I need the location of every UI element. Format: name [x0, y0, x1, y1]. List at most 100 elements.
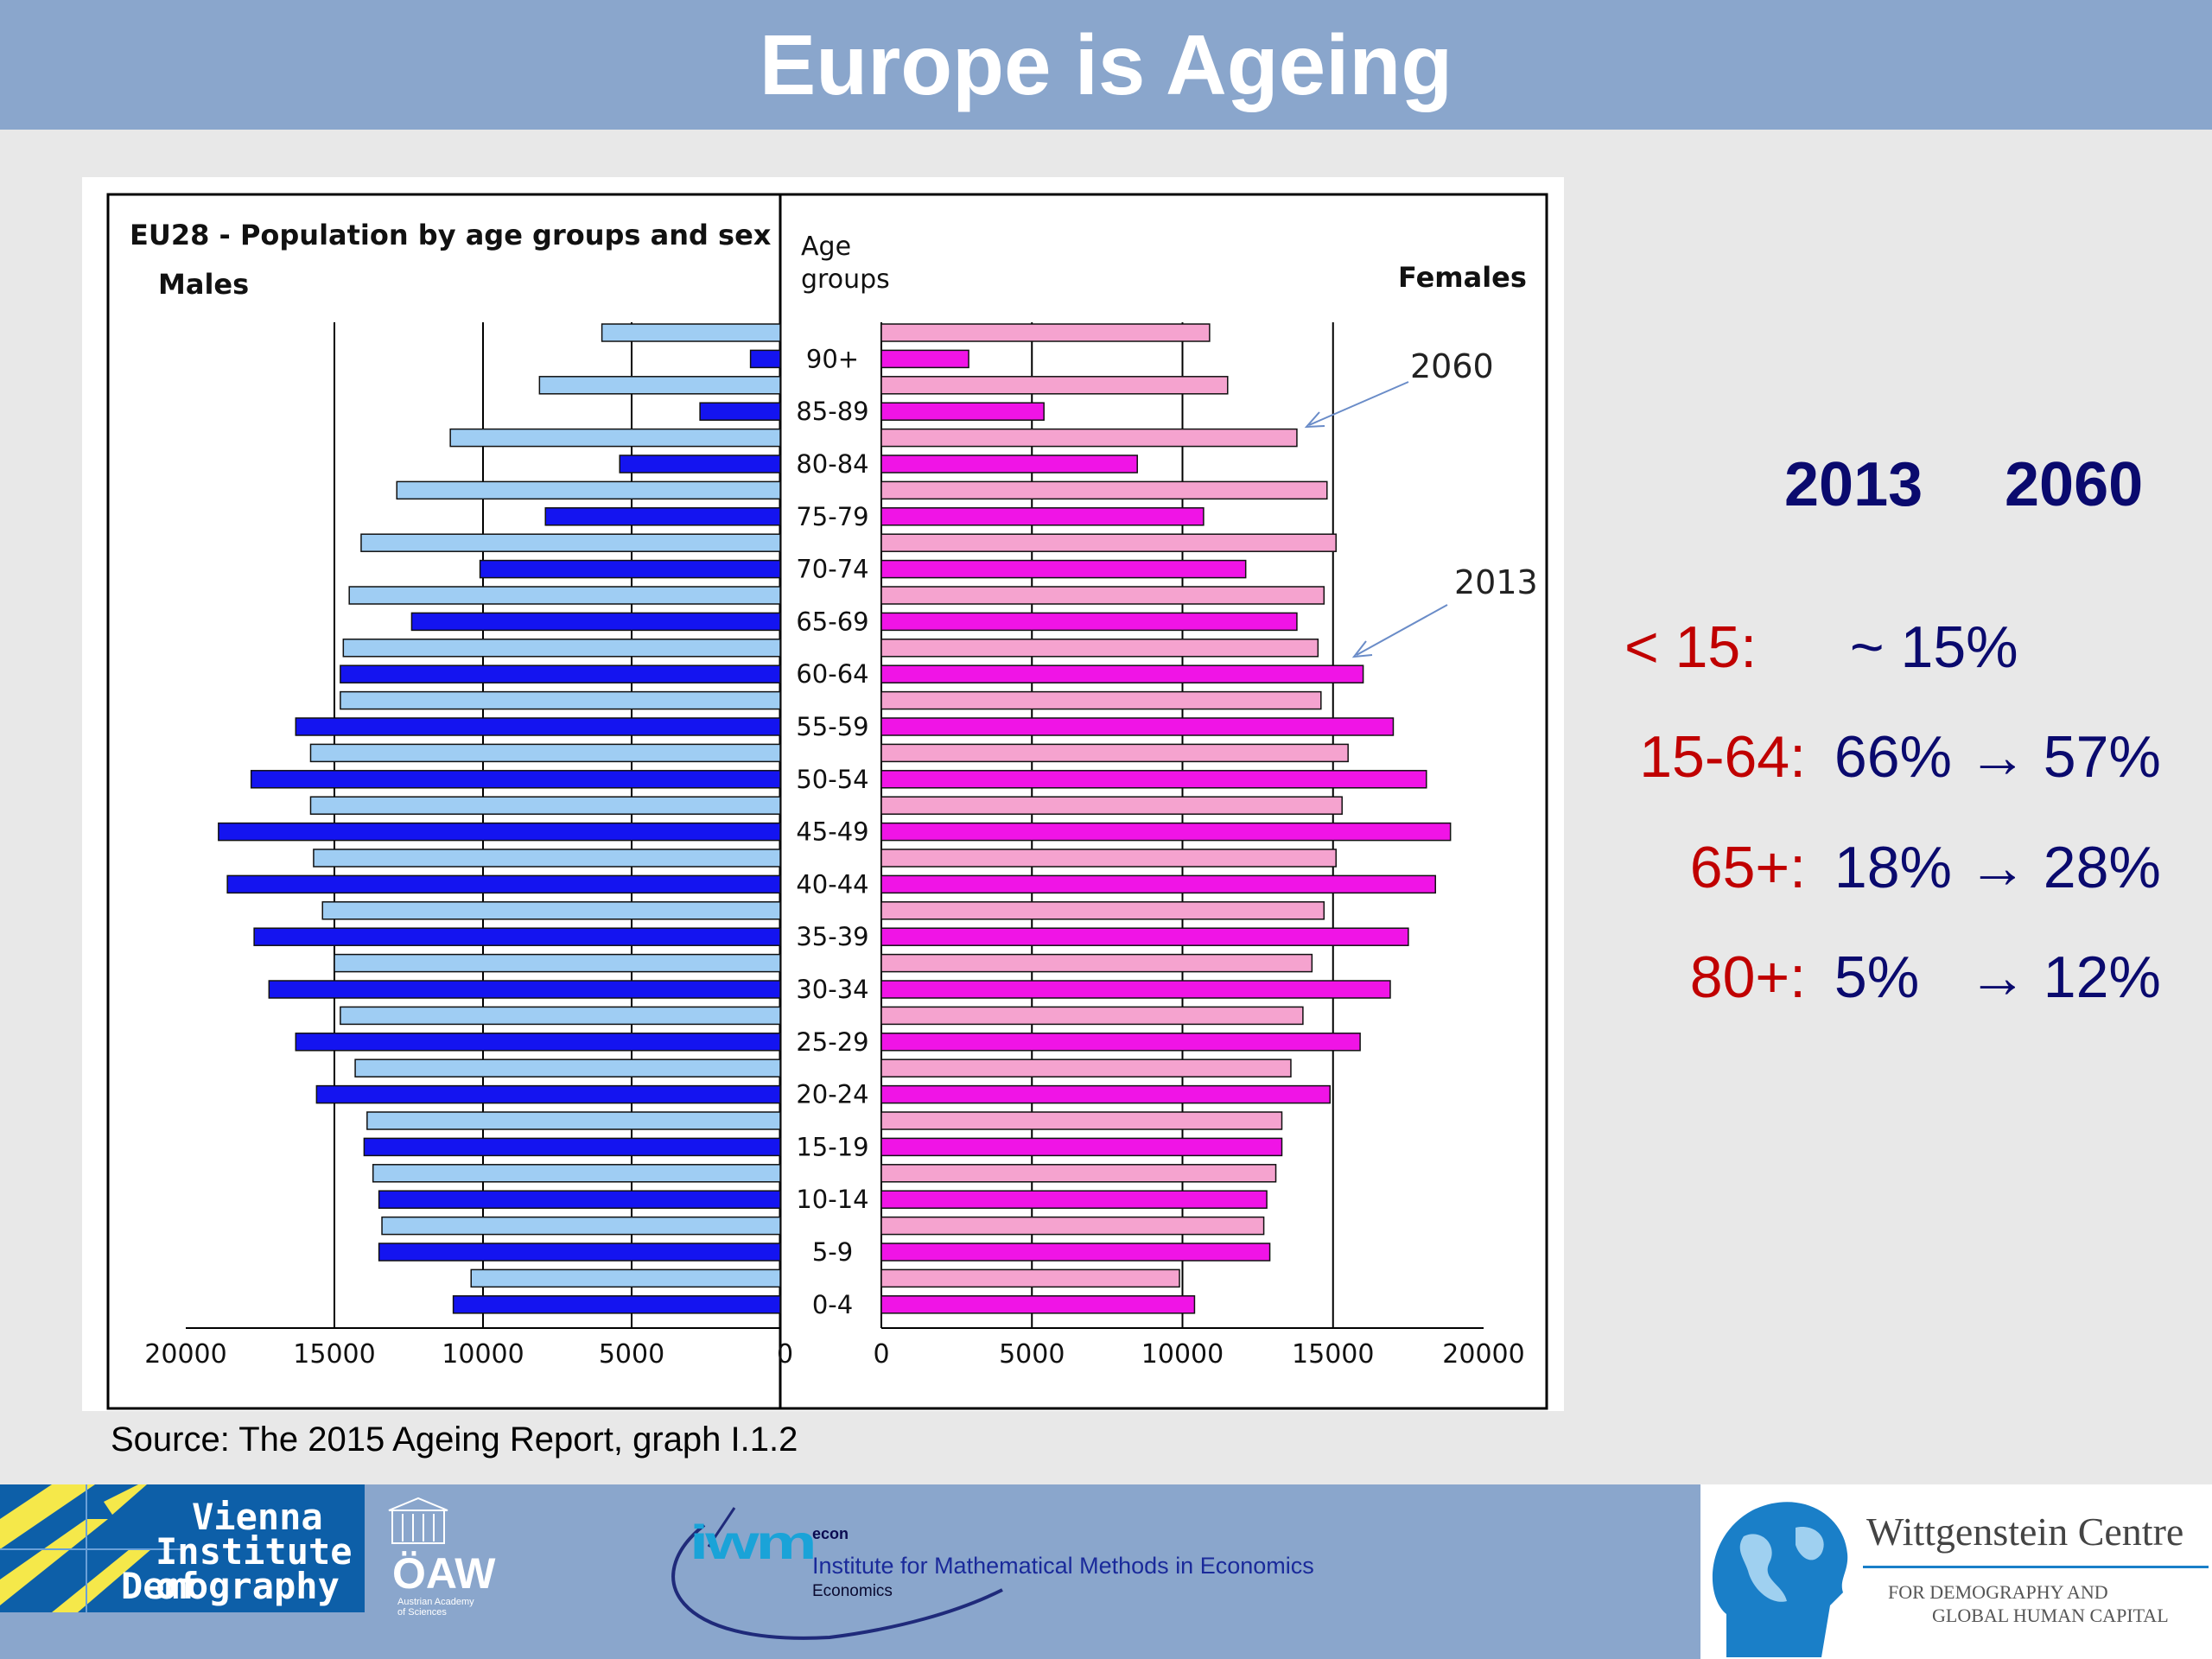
iwm-subtitle: Economics [812, 1582, 893, 1600]
stats-panel: 2013 2060 < 15: ~ 15% 15-64: 66% → 57% 6… [1624, 449, 2177, 1020]
bar-female-2013 [880, 874, 1436, 894]
annotation-2060-arrowhead [1304, 411, 1325, 429]
vid-line-1: Vienna [192, 1496, 323, 1538]
male-tick-label: 10000 [442, 1339, 524, 1370]
bar-female-2013 [880, 1033, 1361, 1052]
bar-female-2013 [880, 1295, 1196, 1314]
bar-female-2060 [880, 1111, 1283, 1130]
bar-female-2060 [880, 639, 1319, 658]
bar-female-2013 [880, 927, 1409, 946]
oaw-logo: ÖAW Austrian Academy of Sciences [380, 1495, 510, 1624]
bar-female-2060 [880, 1058, 1292, 1077]
bar-male-2013 [226, 874, 781, 894]
title-bar [0, 0, 2212, 130]
bar-female-2013 [880, 770, 1427, 789]
age-group-label: 30-34 [796, 975, 868, 1004]
bar-male-2060 [366, 1111, 781, 1130]
stat-row-under-15: < 15: ~ 15% [1624, 613, 2177, 681]
age-group-label: 45-49 [796, 817, 868, 847]
bar-male-2013 [479, 559, 781, 579]
age-group-label: 65-69 [796, 607, 868, 636]
bar-male-2060 [348, 586, 781, 605]
bar-male-2013 [253, 927, 781, 946]
bar-female-2060 [880, 849, 1337, 868]
academy-building-icon [388, 1497, 448, 1544]
age-group-label: 85-89 [796, 397, 868, 426]
oaw-subtitle: Austrian Academy of Sciences [397, 1597, 474, 1618]
age-group-label: 5-9 [812, 1237, 853, 1267]
bar-male-2060 [360, 533, 781, 552]
age-group-label: 40-44 [796, 869, 868, 899]
wittgenstein-centre-logo: Wittgenstein Centre FOR DEMOGRAPHY AND G… [1700, 1484, 2212, 1659]
stat-label: 65+: [1689, 835, 1806, 900]
females-label: Females [1398, 261, 1527, 294]
bar-male-2060 [340, 1006, 781, 1026]
annotation-2013-arrow [1356, 604, 1448, 656]
age-group-label: 55-59 [796, 712, 868, 741]
bar-female-2060 [880, 533, 1337, 552]
female-tick-label: 15000 [1292, 1339, 1374, 1370]
bar-male-2060 [396, 480, 781, 500]
bar-female-2013 [880, 1243, 1271, 1262]
wc-sub-2: GLOBAL HUMAN CAPITAL [1932, 1605, 2169, 1626]
age-group-label: 15-19 [796, 1132, 868, 1161]
bar-female-2013 [880, 822, 1452, 842]
bar-female-2060 [880, 428, 1298, 448]
bar-male-2060 [470, 1268, 781, 1288]
bar-female-2060 [880, 901, 1325, 920]
population-pyramid-chart: 20000 15000 10000 5000 0 0 5000 10000 15000 20000… [82, 177, 1564, 1411]
stat-label: 80+: [1689, 944, 1806, 1010]
age-group-label: 25-29 [796, 1027, 868, 1057]
bar-female-2013 [880, 1190, 1268, 1209]
stat-row-15-64: 15-64: 66% → 57% [1624, 723, 2177, 791]
male-tick-label: 5000 [599, 1339, 664, 1370]
stat-value: ~ 15% [1849, 614, 2018, 680]
stat-value: 66% → 57% [1834, 724, 2161, 790]
stat-row-80-plus: 80+: 5% → 12% [1624, 944, 2177, 1011]
bar-female-2060 [880, 743, 1349, 763]
annotation-2060-arrow [1308, 381, 1409, 426]
bar-female-2060 [880, 1006, 1304, 1026]
bar-female-2060 [880, 586, 1325, 605]
bar-female-2060 [880, 323, 1211, 342]
female-tick-label: 20000 [1442, 1339, 1524, 1370]
annotation-2013: 2013 [1454, 563, 1538, 601]
vid-line-2: Institute of [156, 1530, 353, 1607]
age-group-label: 0-4 [812, 1290, 853, 1319]
age-group-label: 50-54 [796, 765, 868, 794]
age-groups-label-line2: groups [801, 264, 890, 295]
age-group-label: 75-79 [796, 502, 868, 531]
wc-divider [1863, 1566, 2209, 1568]
bar-male-2060 [449, 428, 781, 448]
bar-female-2060 [880, 1268, 1180, 1288]
male-tick-label: 0 [777, 1339, 793, 1370]
bar-female-2060 [880, 480, 1328, 500]
bar-female-2060 [880, 953, 1313, 973]
bar-male-2013 [340, 664, 781, 683]
stat-value: 5% → 12% [1834, 944, 2161, 1010]
bar-female-2013 [880, 612, 1298, 632]
age-group-label: 90+ [806, 344, 859, 373]
iwm-swoosh-graphic [671, 1507, 1003, 1640]
male-tick-label: 15000 [293, 1339, 375, 1370]
vienna-institute-of-demography-logo: Vienna Institute of Demography [0, 1484, 365, 1612]
age-group-label: 10-14 [796, 1185, 868, 1214]
stat-label: < 15: [1624, 614, 1758, 680]
male-tick-label: 20000 [144, 1339, 226, 1370]
bar-male-2013 [315, 1084, 781, 1104]
bar-female-2013 [880, 1137, 1283, 1157]
stat-label: 15-64: [1639, 724, 1806, 790]
bar-female-2060 [880, 1164, 1277, 1183]
bar-female-2013 [880, 454, 1138, 474]
female-tick-label: 10000 [1141, 1339, 1224, 1370]
bar-male-2013 [268, 980, 781, 999]
bar-male-2060 [354, 1058, 781, 1077]
bar-female-2013 [880, 507, 1205, 526]
annotation-2013-arrowhead [1351, 640, 1373, 658]
bar-male-2060 [372, 1164, 781, 1183]
source-note: Source: The 2015 Ageing Report, graph I.… [111, 1421, 798, 1459]
stat-row-65-plus: 65+: 18% → 28% [1624, 834, 2177, 901]
bar-male-2060 [340, 690, 781, 710]
age-group-label: 35-39 [796, 922, 868, 951]
bar-male-2060 [309, 743, 781, 763]
